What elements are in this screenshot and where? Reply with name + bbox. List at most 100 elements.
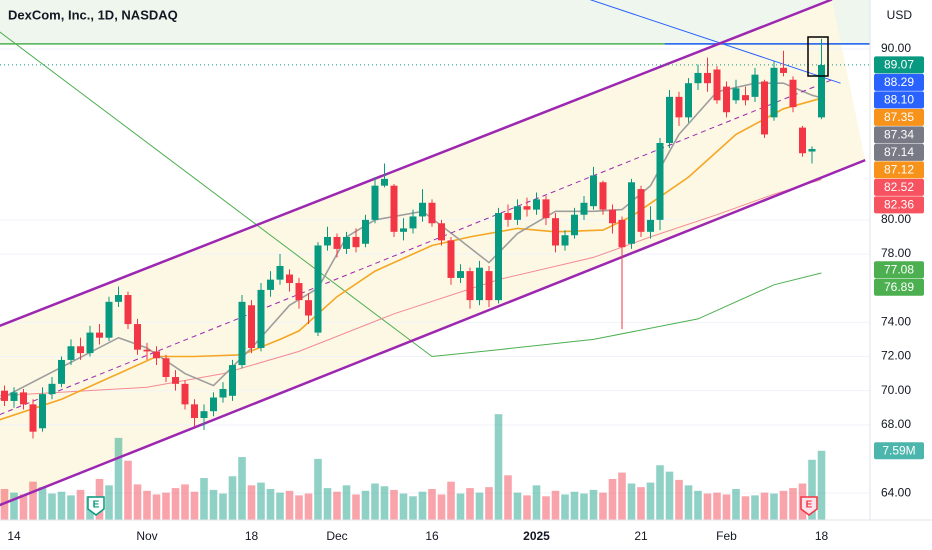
candle-body: [590, 175, 597, 207]
price-label: 89.07: [884, 58, 914, 72]
candle-body: [134, 324, 141, 350]
volume-bar: [713, 492, 721, 520]
volume-bar: [589, 489, 598, 520]
candle-body: [561, 235, 569, 246]
y-tick-label: 74.00: [881, 315, 911, 329]
price-label: 87.34: [884, 128, 914, 142]
price-label: 88.10: [884, 93, 914, 107]
volume-bar: [143, 490, 151, 520]
x-tick-label: Nov: [136, 529, 157, 543]
candle-body: [770, 67, 778, 118]
y-tick-label: 64.00: [881, 485, 911, 499]
candle-body: [77, 346, 84, 354]
volume-bar: [437, 494, 446, 520]
volume-bar: [200, 478, 208, 520]
candle-body: [390, 185, 398, 232]
candle-body: [628, 182, 635, 244]
candle-body: [96, 332, 103, 338]
currency-label: USD: [887, 8, 913, 22]
event-label: E: [93, 500, 100, 511]
volume-bar: [703, 493, 712, 520]
volume-bar: [466, 488, 474, 520]
volume-bar: [694, 490, 702, 520]
price-label: 82.36: [884, 198, 914, 212]
candle-body: [20, 392, 27, 405]
candle-body: [343, 236, 350, 249]
volume-bar: [447, 481, 455, 520]
candle-body: [314, 245, 322, 333]
candle-body: [409, 216, 417, 229]
zone-fill: [0, 0, 870, 44]
candle-body: [542, 199, 550, 219]
volume-bar: [152, 494, 161, 520]
candle-body: [523, 206, 531, 210]
volume-bar: [428, 488, 436, 520]
volume-label: 7.59M: [882, 443, 915, 457]
volume-bar: [722, 494, 731, 520]
volume-bar: [409, 496, 417, 520]
volume-bar: [209, 489, 218, 520]
volume-bar: [599, 492, 607, 520]
volume-bar: [551, 490, 560, 520]
candle-body: [238, 301, 246, 366]
channel-line: [0, 158, 866, 507]
candle-body: [267, 279, 274, 290]
volume-bar: [475, 492, 484, 520]
candle-body: [352, 236, 360, 248]
y-tick-label: 90.00: [881, 41, 911, 55]
plot-area: [0, 0, 870, 520]
volume-bar: [114, 437, 123, 520]
volume-bar: [276, 492, 284, 520]
volume-bar: [665, 471, 674, 520]
candle-body: [580, 202, 588, 215]
candle-body: [637, 189, 645, 232]
candle-body: [675, 96, 683, 118]
candle-body: [713, 69, 721, 101]
price-label: 87.14: [884, 145, 914, 159]
volume-bar: [789, 488, 797, 520]
volume-bar: [456, 493, 465, 520]
price-label-box: [874, 261, 924, 279]
volume-bar: [627, 483, 636, 520]
volume-bar: [304, 493, 313, 520]
volume-bar: [760, 492, 769, 520]
volume-bar: [608, 478, 617, 520]
candle-body: [704, 72, 711, 84]
candle-body: [162, 358, 170, 378]
volume-bar: [19, 494, 28, 520]
volume-bar: [171, 488, 180, 520]
x-tick-label: Dec: [326, 529, 347, 543]
volume-bar: [380, 486, 389, 520]
price-label-box: [874, 178, 924, 196]
volume-bar: [504, 475, 512, 520]
candle-body: [504, 213, 512, 220]
volume-bar: [646, 482, 655, 520]
candle-body: [48, 383, 56, 395]
price-label: 76.89: [884, 280, 914, 294]
price-label: 82.52: [884, 180, 914, 194]
candle-body: [58, 359, 65, 384]
candle-body: [1, 390, 8, 401]
volume-bar: [124, 460, 132, 520]
volume-bar: [10, 492, 18, 520]
price-label-box: [874, 196, 924, 214]
candle-body: [552, 218, 559, 246]
volume-bar: [399, 493, 408, 520]
overlay-line: [589, 0, 841, 84]
candle-body: [362, 219, 369, 244]
volume-bar: [779, 490, 788, 520]
y-tick-label: 72.00: [881, 349, 911, 363]
candle-body: [447, 240, 455, 278]
x-tick-label: 18: [245, 529, 259, 543]
candle-body: [599, 182, 607, 210]
candle-body: [324, 236, 331, 246]
price-label-box: [874, 126, 924, 144]
volume-bar: [29, 481, 37, 520]
candle-body: [181, 383, 189, 405]
volume-bar: [228, 476, 237, 520]
volume-bar: [371, 483, 379, 520]
candle-body: [761, 81, 768, 135]
volume-bar: [418, 491, 427, 520]
volume-bar: [580, 493, 588, 520]
candle-body: [732, 88, 740, 101]
